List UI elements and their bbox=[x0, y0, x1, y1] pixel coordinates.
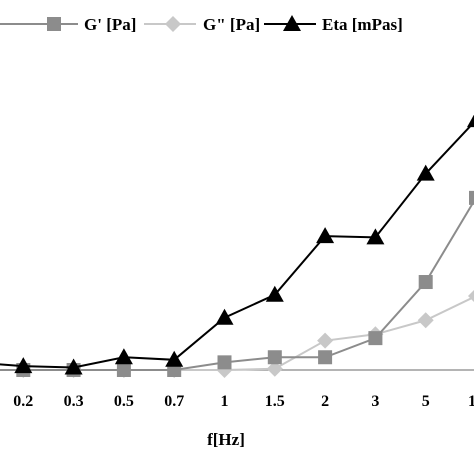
legend: G' [Pa] G" [Pa] Eta [mPas] bbox=[0, 15, 403, 34]
plot-area: 0.10.20.30.50.711.523510 bbox=[0, 114, 474, 410]
x-tick-label: 0.2 bbox=[13, 393, 33, 410]
data-point bbox=[416, 164, 435, 181]
legend-item: Eta [mPas] bbox=[264, 15, 403, 34]
x-tick-label: 1.5 bbox=[265, 393, 285, 410]
data-point bbox=[366, 228, 385, 245]
data-point bbox=[316, 227, 335, 244]
x-tick-label: 0.7 bbox=[164, 393, 184, 410]
x-axis-title: f[Hz] bbox=[207, 430, 245, 449]
data-point bbox=[267, 350, 282, 365]
legend-item: G" [Pa] bbox=[144, 15, 260, 34]
data-point bbox=[265, 285, 284, 302]
data-point bbox=[317, 332, 334, 349]
legend-marker bbox=[47, 17, 61, 31]
series-line bbox=[0, 120, 474, 369]
legend-item: G' [Pa] bbox=[0, 15, 136, 34]
data-point bbox=[217, 355, 232, 370]
x-tick-label: 0.5 bbox=[114, 393, 134, 410]
legend-marker bbox=[283, 15, 301, 31]
data-point bbox=[116, 363, 131, 377]
data-point bbox=[469, 190, 474, 205]
data-point bbox=[114, 348, 133, 365]
data-point bbox=[318, 350, 333, 365]
legend-label: Eta [mPas] bbox=[322, 15, 403, 34]
x-tick-label: 0.3 bbox=[64, 393, 84, 410]
series-square bbox=[0, 190, 474, 377]
legend-label: G" [Pa] bbox=[203, 15, 260, 34]
legend-label: G' [Pa] bbox=[84, 15, 136, 34]
data-point bbox=[266, 360, 283, 377]
data-point bbox=[215, 308, 234, 325]
x-tick-label: 3 bbox=[371, 393, 379, 410]
series-line bbox=[0, 199, 474, 371]
data-point bbox=[64, 358, 83, 375]
data-point bbox=[14, 357, 33, 374]
data-point bbox=[165, 350, 184, 367]
legend-marker bbox=[165, 16, 181, 32]
x-tick-label: 1 bbox=[221, 393, 229, 410]
data-point bbox=[467, 114, 474, 128]
x-tick-label: 2 bbox=[321, 393, 329, 410]
series-triangle bbox=[0, 114, 474, 375]
x-axis-ticks: 0.10.20.30.50.711.523510 bbox=[13, 393, 474, 410]
data-point bbox=[368, 331, 383, 346]
series-layer bbox=[0, 114, 474, 378]
data-point bbox=[418, 275, 433, 290]
x-tick-label: 5 bbox=[422, 393, 430, 410]
x-tick-label: 10 bbox=[468, 393, 474, 410]
data-point bbox=[417, 312, 434, 329]
data-point bbox=[468, 290, 474, 303]
